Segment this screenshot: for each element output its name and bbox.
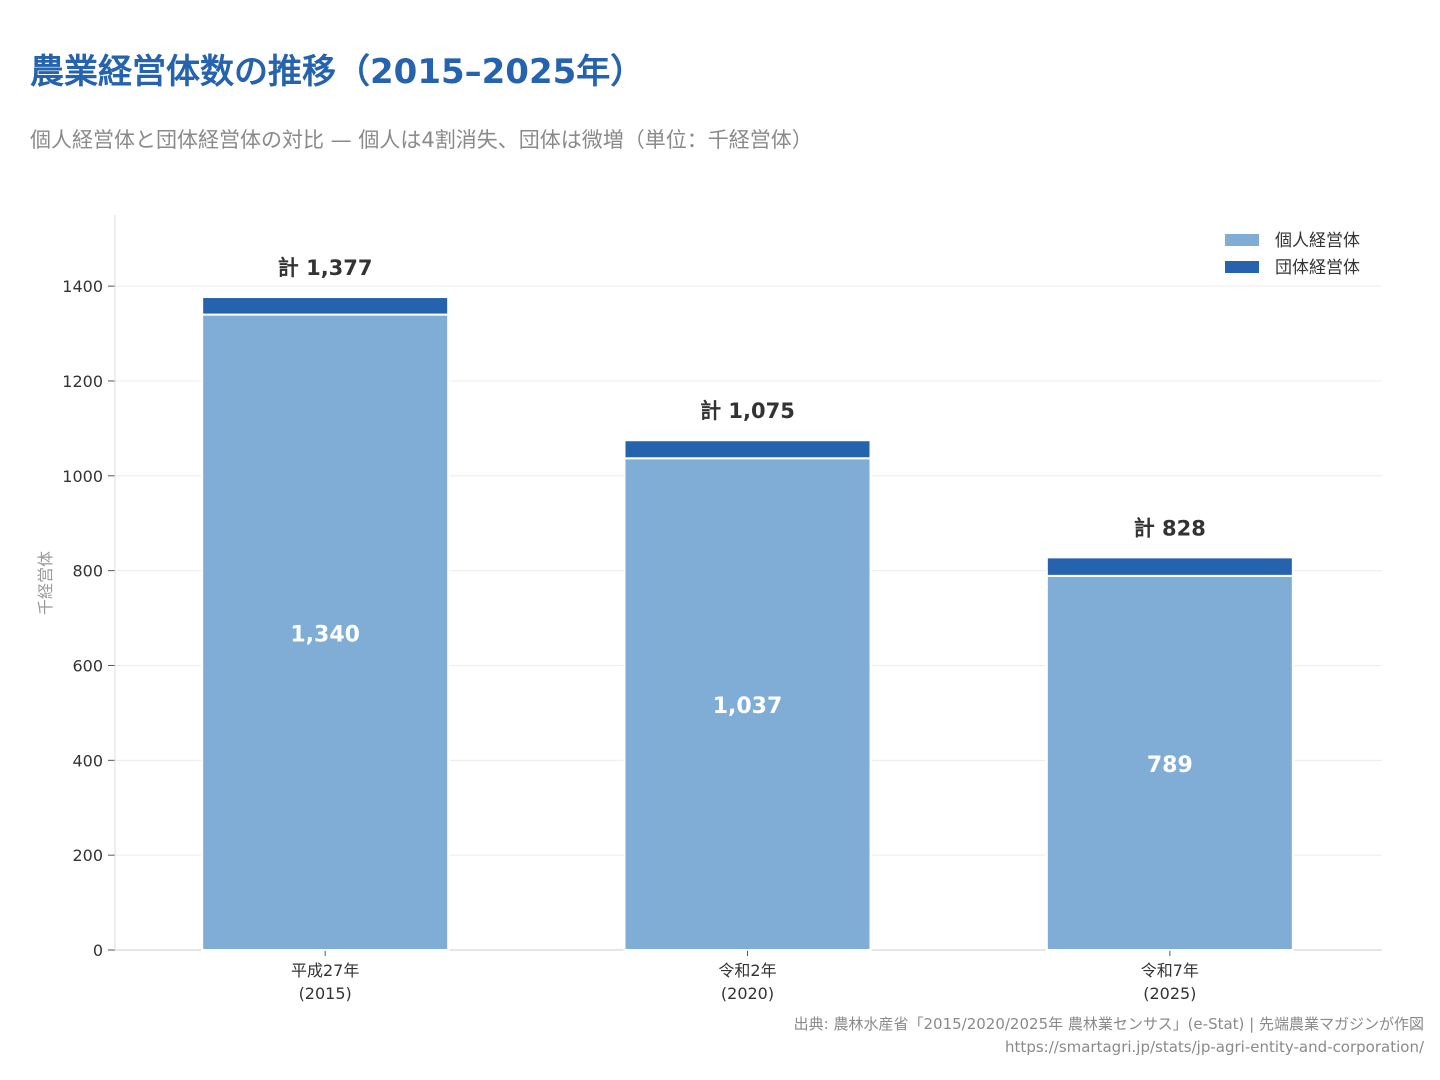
bar-group	[1045, 556, 1294, 577]
total-label: 計 1,075	[700, 399, 795, 423]
bar-group	[623, 439, 872, 460]
chart-title: 農業経営体数の推移（2015–2025年）	[30, 52, 645, 92]
legend-label: 団体経営体	[1275, 258, 1360, 278]
individual-value-label: 1,037	[713, 694, 783, 719]
chart-subtitle: 個人経営体と団体経営体の対比 — 個人は4割消失、団体は微増（単位：千経営体）	[30, 128, 813, 152]
bar-individual	[201, 313, 450, 952]
individual-value-label: 1,340	[290, 622, 360, 647]
y-axis-label: 千経営体	[36, 551, 55, 615]
source-citation: 出典: 農林水産省「2015/2020/2025年 農林業センサス」(e-Sta…	[793, 1015, 1424, 1033]
x-tick-label: 平成27年	[291, 961, 359, 980]
individual-value-label: 789	[1147, 753, 1193, 778]
x-tick-label: (2025)	[1143, 984, 1196, 1003]
bar-group	[201, 296, 450, 316]
y-tick-label: 400	[72, 751, 103, 770]
y-tick-label: 200	[72, 846, 103, 865]
bar-individual	[1045, 574, 1294, 951]
total-label: 計 828	[1134, 516, 1206, 540]
y-tick-label: 1400	[62, 277, 103, 296]
x-tick-label: (2020)	[721, 984, 774, 1003]
x-tick-label: 令和2年	[718, 961, 776, 980]
y-tick-label: 0	[93, 941, 103, 960]
source-url[interactable]: https://smartagri.jp/stats/jp-agri-entit…	[1005, 1038, 1424, 1056]
legend-label: 個人経営体	[1275, 231, 1360, 251]
x-tick-label: 令和7年	[1141, 961, 1199, 980]
bar-labels: 1,340 計 1,377 1,037 計 1,075 789 計 828	[278, 256, 1206, 778]
y-tick-label: 600	[72, 656, 103, 675]
legend-swatch-group	[1225, 261, 1259, 273]
total-label: 計 1,377	[278, 256, 373, 280]
y-tick-label: 1200	[62, 372, 103, 391]
bar-individual	[623, 457, 872, 951]
y-tick-label: 800	[72, 562, 103, 581]
source-note: 出典: 農林水産省「2015/2020/2025年 農林業センサス」(e-Sta…	[794, 1013, 1424, 1059]
bars	[201, 296, 1294, 952]
legend-swatch-individual	[1225, 234, 1259, 246]
y-tick-label: 1000	[62, 467, 103, 486]
x-tick-label: (2015)	[299, 984, 352, 1003]
